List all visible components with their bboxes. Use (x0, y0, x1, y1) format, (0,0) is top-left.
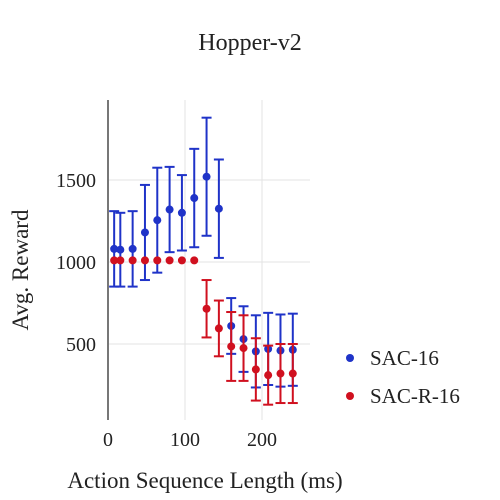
plot-area (109, 116, 298, 406)
data-point (165, 205, 174, 214)
data-point (110, 244, 119, 253)
y-tick-label: 1000 (56, 252, 96, 274)
data-point (214, 324, 223, 333)
data-point (202, 172, 211, 181)
data-point (177, 256, 186, 265)
legend-item: SAC-R-16 (346, 384, 460, 408)
data-point (264, 371, 273, 380)
data-point (116, 256, 125, 265)
legend-label: SAC-R-16 (370, 384, 460, 408)
legend-label: SAC-16 (370, 346, 439, 370)
legend-marker (346, 392, 354, 400)
data-point (288, 369, 297, 378)
data-point (153, 256, 162, 265)
data-point (177, 208, 186, 217)
data-point (110, 256, 119, 265)
data-point (202, 304, 211, 313)
x-tick-label: 0 (103, 429, 113, 451)
data-point (128, 244, 137, 253)
y-tick-label: 500 (66, 334, 96, 356)
data-point (116, 245, 125, 254)
x-tick-label: 100 (170, 429, 200, 451)
data-point (276, 369, 285, 378)
data-point (190, 256, 199, 265)
data-point (251, 365, 260, 374)
data-point (227, 342, 236, 351)
legend-marker (346, 354, 354, 362)
legend: SAC-16 SAC-R-16 (346, 346, 460, 408)
data-point (239, 344, 248, 353)
y-tick-label: 1500 (56, 170, 96, 192)
series-0 (109, 116, 298, 389)
axes: 500 1000 1500 0 100 200 (56, 100, 277, 451)
chart-title: Hopper-v2 (198, 30, 302, 56)
data-point (128, 256, 137, 265)
legend-item: SAC-16 (346, 346, 439, 370)
data-point (140, 228, 149, 237)
data-point (140, 256, 149, 265)
x-tick-label: 200 (247, 429, 277, 451)
data-point (190, 194, 199, 203)
x-axis-label: Action Sequence Length (ms) (67, 468, 342, 493)
data-point (153, 216, 162, 225)
data-point (165, 256, 174, 265)
data-point (214, 204, 223, 213)
series-1 (110, 256, 298, 406)
y-axis-label: Avg. Reward (8, 209, 33, 330)
